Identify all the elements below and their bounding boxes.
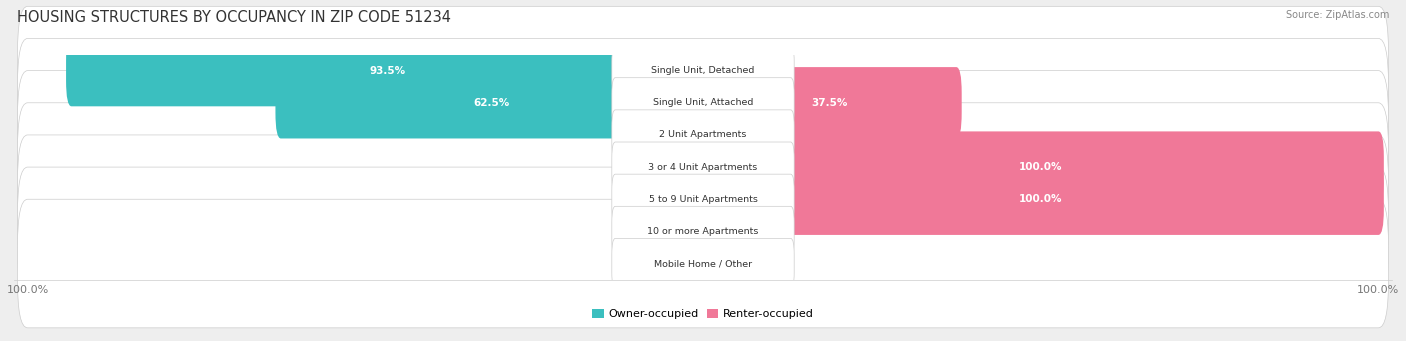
Text: 0.0%: 0.0% <box>754 130 780 140</box>
Text: 0.0%: 0.0% <box>626 194 652 204</box>
Text: 0.0%: 0.0% <box>754 226 780 236</box>
FancyBboxPatch shape <box>612 238 794 288</box>
Text: Source: ZipAtlas.com: Source: ZipAtlas.com <box>1285 10 1389 20</box>
FancyBboxPatch shape <box>612 142 794 192</box>
Text: 10 or more Apartments: 10 or more Apartments <box>647 227 759 236</box>
FancyBboxPatch shape <box>276 67 709 138</box>
FancyBboxPatch shape <box>612 110 794 160</box>
FancyBboxPatch shape <box>612 46 794 96</box>
FancyBboxPatch shape <box>66 35 709 106</box>
FancyBboxPatch shape <box>17 199 1389 328</box>
Text: 0.0%: 0.0% <box>626 130 652 140</box>
FancyBboxPatch shape <box>657 99 709 170</box>
Legend: Owner-occupied, Renter-occupied: Owner-occupied, Renter-occupied <box>588 305 818 324</box>
FancyBboxPatch shape <box>697 35 752 106</box>
Text: 6.5%: 6.5% <box>756 65 783 76</box>
FancyBboxPatch shape <box>612 78 794 128</box>
FancyBboxPatch shape <box>17 167 1389 296</box>
FancyBboxPatch shape <box>17 71 1389 199</box>
Text: 93.5%: 93.5% <box>370 65 405 76</box>
Text: 62.5%: 62.5% <box>474 98 510 108</box>
Text: 100.0%: 100.0% <box>1019 162 1063 172</box>
Text: 5 to 9 Unit Apartments: 5 to 9 Unit Apartments <box>648 195 758 204</box>
FancyBboxPatch shape <box>697 99 749 170</box>
Text: Single Unit, Attached: Single Unit, Attached <box>652 98 754 107</box>
FancyBboxPatch shape <box>657 131 709 203</box>
FancyBboxPatch shape <box>657 164 709 235</box>
FancyBboxPatch shape <box>657 196 709 267</box>
FancyBboxPatch shape <box>697 131 1384 203</box>
Text: HOUSING STRUCTURES BY OCCUPANCY IN ZIP CODE 51234: HOUSING STRUCTURES BY OCCUPANCY IN ZIP C… <box>17 10 451 25</box>
FancyBboxPatch shape <box>612 206 794 256</box>
Text: 0.0%: 0.0% <box>754 258 780 269</box>
Text: 100.0%: 100.0% <box>1019 194 1063 204</box>
FancyBboxPatch shape <box>697 228 749 299</box>
Text: 0.0%: 0.0% <box>626 162 652 172</box>
FancyBboxPatch shape <box>17 135 1389 264</box>
Text: Single Unit, Detached: Single Unit, Detached <box>651 66 755 75</box>
FancyBboxPatch shape <box>697 164 1384 235</box>
Text: 2 Unit Apartments: 2 Unit Apartments <box>659 131 747 139</box>
Text: 37.5%: 37.5% <box>811 98 848 108</box>
FancyBboxPatch shape <box>17 103 1389 232</box>
FancyBboxPatch shape <box>612 174 794 224</box>
Text: Mobile Home / Other: Mobile Home / Other <box>654 259 752 268</box>
FancyBboxPatch shape <box>697 196 749 267</box>
FancyBboxPatch shape <box>17 6 1389 135</box>
FancyBboxPatch shape <box>697 67 962 138</box>
Text: 0.0%: 0.0% <box>626 258 652 269</box>
Text: 0.0%: 0.0% <box>626 226 652 236</box>
Text: 3 or 4 Unit Apartments: 3 or 4 Unit Apartments <box>648 163 758 172</box>
FancyBboxPatch shape <box>17 39 1389 167</box>
FancyBboxPatch shape <box>657 228 709 299</box>
